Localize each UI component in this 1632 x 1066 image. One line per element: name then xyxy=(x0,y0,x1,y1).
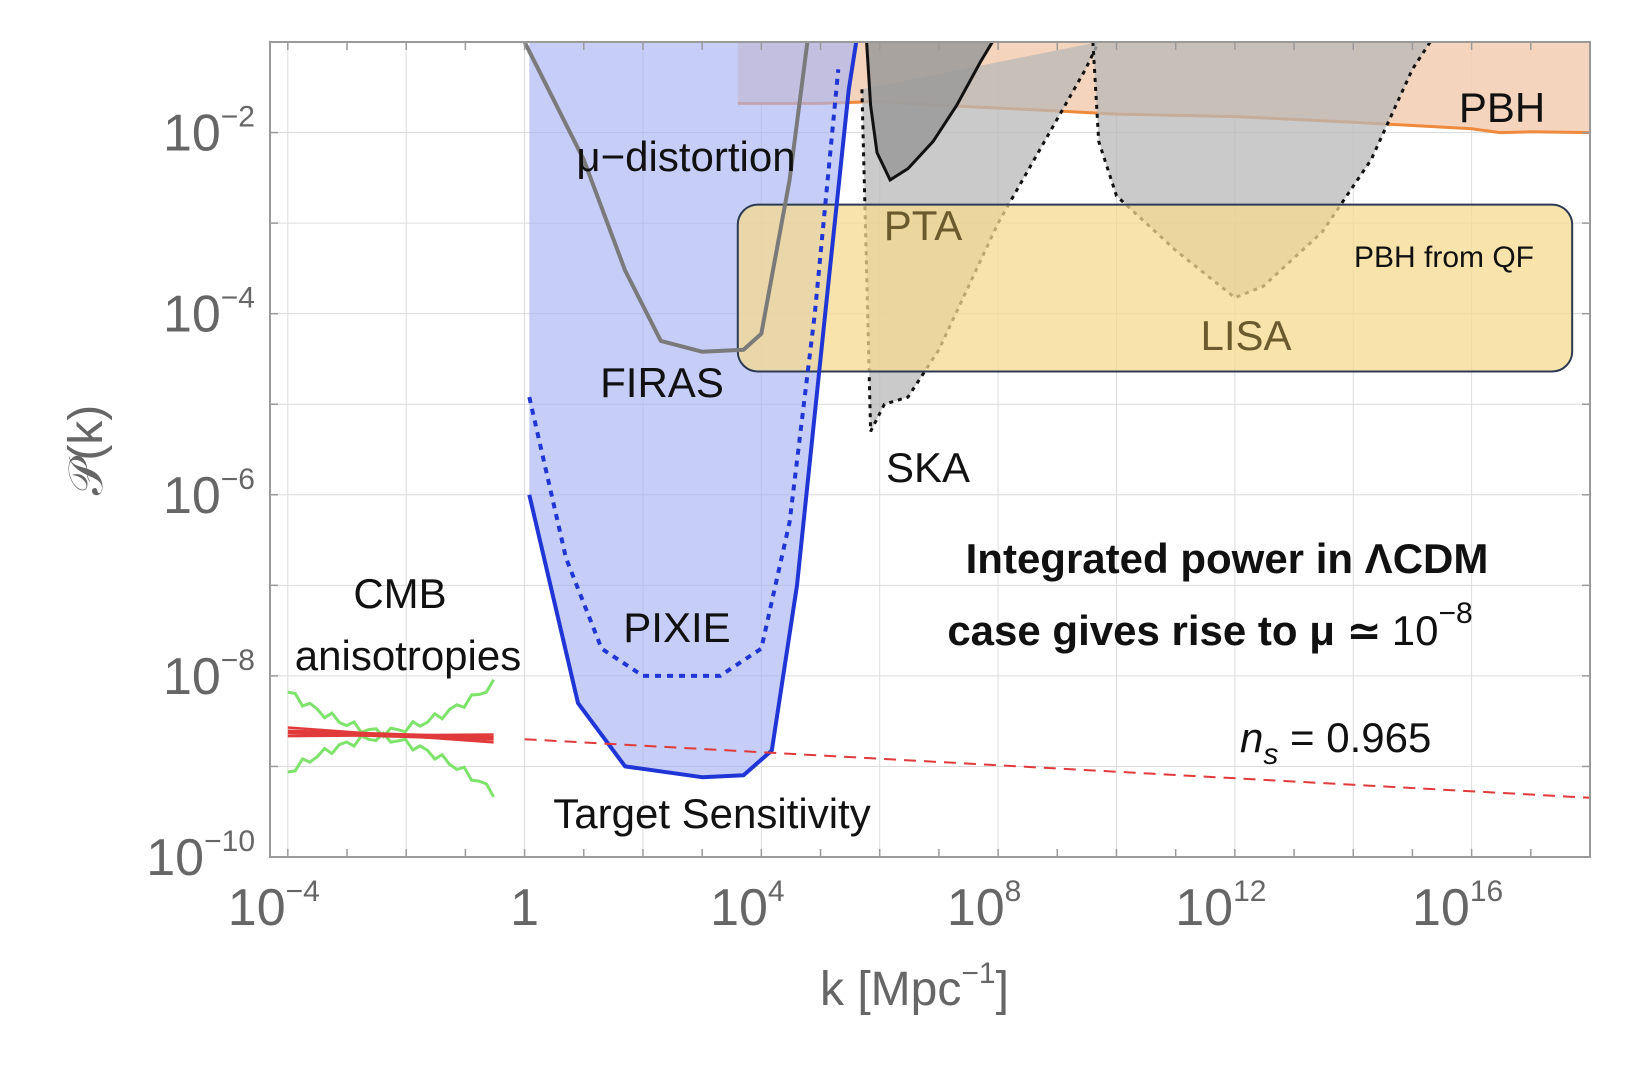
x-tick-label: 10−4 xyxy=(228,875,320,937)
y-tick-label: 10−4 xyxy=(163,282,255,344)
target-sensitivity-curve xyxy=(527,42,859,780)
pixie-label: PIXIE xyxy=(623,604,730,651)
cmb-lower-error xyxy=(287,730,495,798)
x-tick-label: 104 xyxy=(710,875,785,937)
y-tick-label: 10−6 xyxy=(163,463,255,525)
pbh-qf-label: PBH from QF xyxy=(1354,241,1534,274)
cmb-upper-error xyxy=(287,678,495,739)
cmb-label-line1: CMB xyxy=(353,570,446,617)
pta-curve xyxy=(865,42,994,183)
cmb-label-line2: anisotropies xyxy=(295,632,521,679)
tick-labels: 10−4 1 104 108 1012 1016 10−2 10−4 10−6 10−8 10−10 xyxy=(146,101,1503,937)
pta-region xyxy=(866,42,993,180)
lisa-label: LISA xyxy=(1200,312,1291,359)
cmb-fit-line xyxy=(287,733,494,738)
y-tick-label: 10−2 xyxy=(163,101,255,163)
y-tick-label: 10−8 xyxy=(163,644,255,706)
x-tick-label: 1012 xyxy=(1175,875,1266,937)
pixie-curve xyxy=(527,69,841,678)
y-axis-title: 𝒫(k) xyxy=(60,405,113,496)
pta-label: PTA xyxy=(884,202,963,249)
plot-frame xyxy=(269,41,1591,858)
lisa-curve xyxy=(1091,42,1432,300)
x-tick-label: 1016 xyxy=(1412,875,1503,937)
ns-label: ns = 0.965 xyxy=(1240,714,1431,771)
firas-label: FIRAS xyxy=(600,359,724,406)
x-tick-label: 108 xyxy=(947,875,1022,937)
pbh-label: PBH xyxy=(1459,84,1545,131)
mu-distortion-label: μ−distortion xyxy=(576,133,795,180)
target-sensitivity-label: Target Sensitivity xyxy=(553,790,870,837)
minor-ticks xyxy=(270,41,1591,858)
note-line1: Integrated power in ΛCDM xyxy=(966,535,1489,582)
n-s-0-965-curve xyxy=(524,738,1590,799)
firas-curve xyxy=(522,42,810,354)
y-tick-label: 10−10 xyxy=(146,825,255,887)
pbh-qf-region xyxy=(736,203,1574,373)
x-tick-label: 1 xyxy=(510,879,539,937)
x-axis-title: k [Mpc−1] xyxy=(820,957,1009,1016)
ska-label: SKA xyxy=(886,444,970,491)
note-line2: case gives rise to μ ≃ 10−8 xyxy=(947,597,1472,654)
